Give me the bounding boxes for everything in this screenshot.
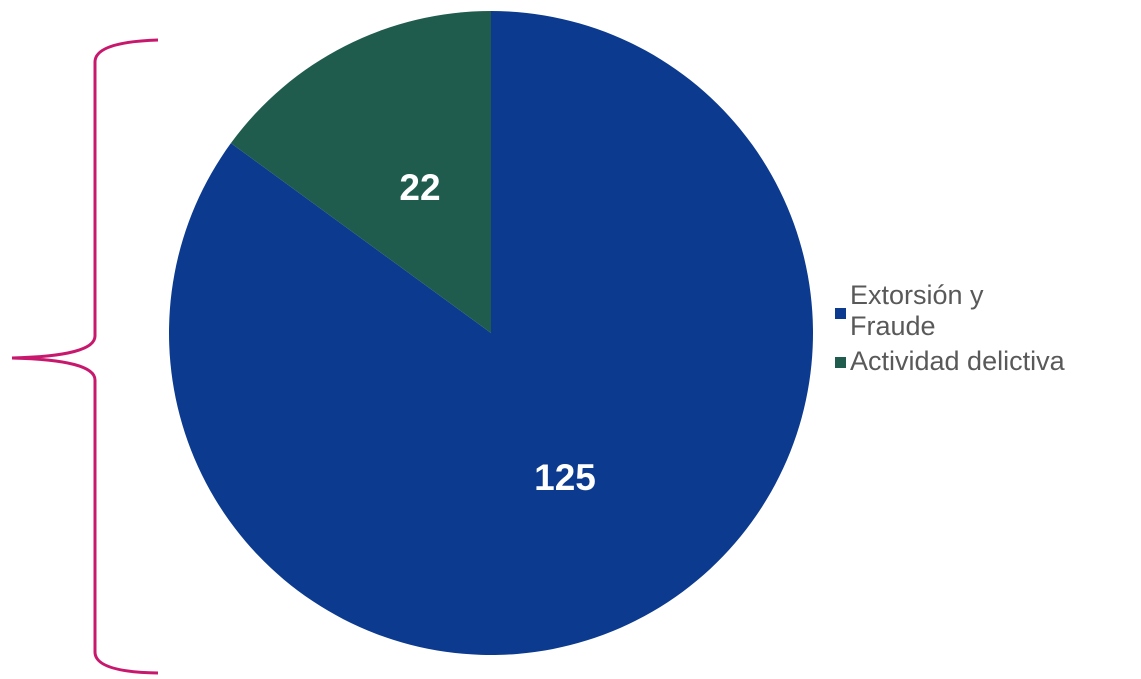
pie-slices: [168, 11, 813, 655]
legend-swatch-extorsion-y-fraude: [835, 308, 846, 319]
legend-item-extorsion-y-fraude[interactable]: Extorsión y Fraude: [835, 280, 1135, 342]
data-label-extorsion-y-fraude: 125: [534, 457, 596, 498]
legend-label-actividad-delictiva: Actividad delictiva: [850, 346, 1065, 376]
pie-data-labels: 125 22: [399, 167, 595, 498]
pie-slice-actividad-delictiva[interactable]: [230, 11, 491, 333]
chart-legend: Extorsión y Fraude Actividad delictiva: [835, 280, 1135, 377]
data-label-actividad-delictiva: 22: [399, 167, 440, 208]
curly-brace: [11, 38, 159, 675]
legend-item-actividad-delictiva[interactable]: Actividad delictiva: [835, 346, 1135, 377]
legend-swatch-actividad-delictiva: [835, 357, 846, 368]
legend-label-extorsion-y-fraude: Extorsión y Fraude: [850, 280, 984, 341]
pie-slice-extorsion-y-fraude[interactable]: [168, 11, 813, 655]
